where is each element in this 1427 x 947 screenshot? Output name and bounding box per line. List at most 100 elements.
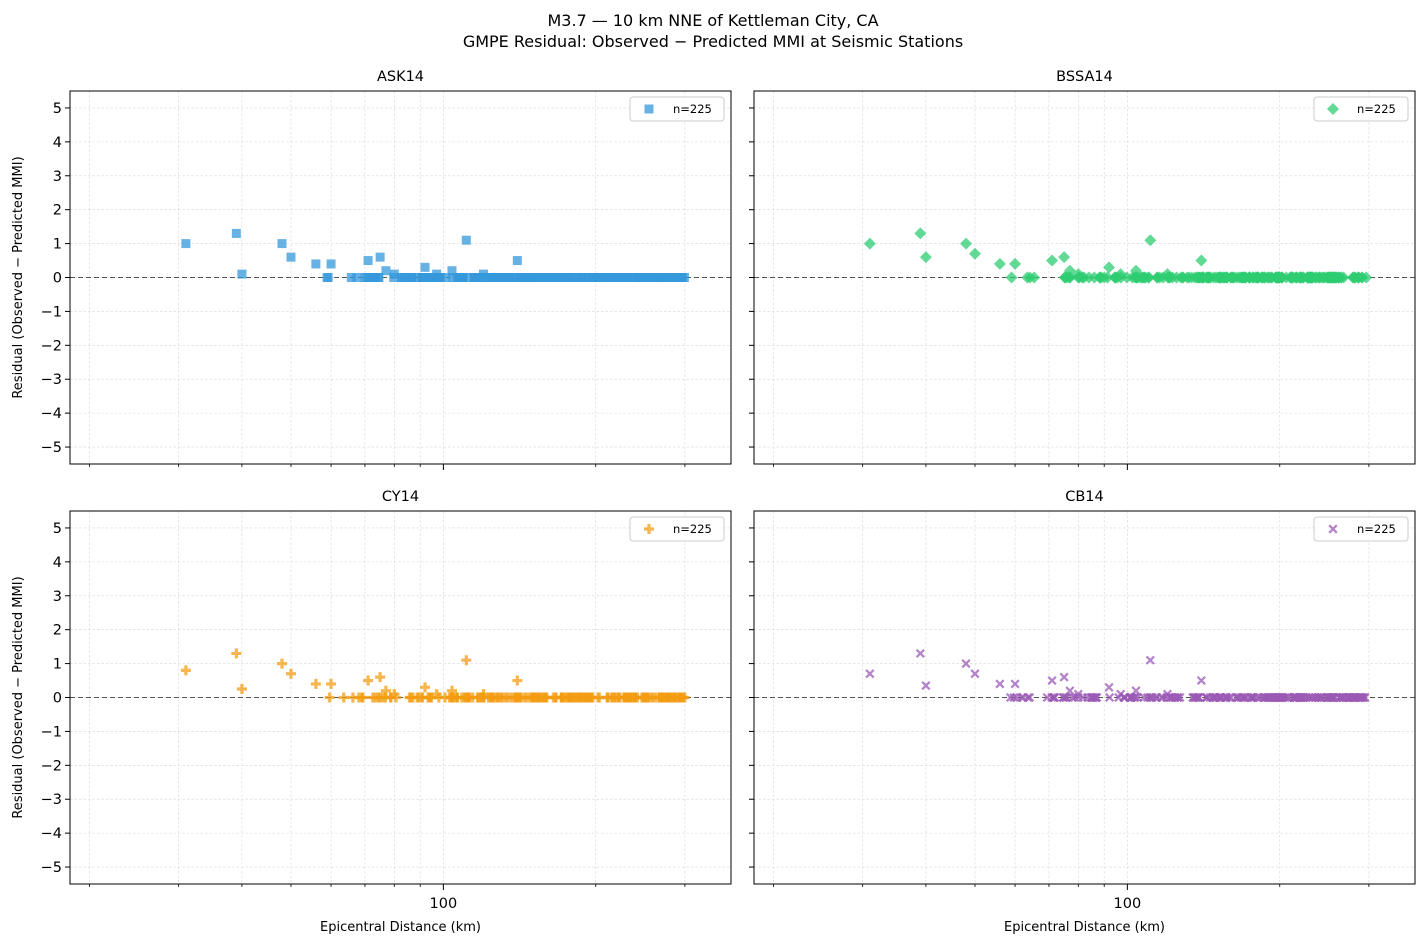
legend-label: n=225 — [673, 522, 712, 536]
data-point — [622, 273, 632, 282]
legend-label: n=225 — [1357, 522, 1396, 536]
data-point — [237, 269, 247, 279]
data-point — [921, 681, 931, 691]
data-point — [541, 692, 552, 703]
data-point — [1260, 692, 1270, 703]
data-point — [1095, 271, 1108, 284]
data-point — [326, 259, 336, 269]
figure-title-line1: M3.7 — 10 km NNE of Kettleman City, CA — [547, 11, 878, 30]
data-point — [1224, 692, 1234, 703]
data-point — [180, 665, 191, 676]
data-point — [1209, 271, 1222, 284]
y-tick-label: −4 — [41, 826, 62, 842]
y-tick-label: −2 — [41, 338, 62, 354]
y-tick-label: 4 — [53, 135, 62, 151]
y-axis-label: Residual (Observed − Predicted MMI) — [11, 576, 26, 818]
data-point — [1325, 271, 1338, 284]
data-point — [1344, 692, 1354, 703]
data-point — [495, 692, 506, 703]
y-tick-label: 1 — [53, 657, 62, 673]
data-point — [569, 692, 580, 703]
y-tick-label: 4 — [53, 555, 62, 571]
data-point — [375, 252, 385, 262]
y-tick-label: −5 — [41, 860, 62, 876]
data-point — [1239, 271, 1252, 284]
data-point — [464, 692, 475, 703]
data-point — [1233, 692, 1243, 703]
panel-title: CB14 — [1065, 489, 1104, 505]
y-tick-label: −1 — [41, 304, 62, 320]
y-tick-label: 5 — [53, 521, 62, 537]
data-point — [326, 678, 337, 689]
data-points — [865, 648, 1370, 703]
data-point — [1306, 271, 1319, 284]
data-point — [591, 273, 601, 282]
data-point — [1104, 692, 1115, 703]
data-point — [375, 672, 386, 683]
data-point — [1072, 268, 1085, 281]
data-point — [512, 256, 522, 266]
data-point — [433, 692, 444, 703]
data-point — [352, 273, 362, 282]
data-point — [1023, 271, 1036, 284]
data-point — [1195, 254, 1208, 267]
data-point — [446, 685, 457, 696]
data-point — [420, 262, 430, 272]
data-point — [405, 692, 416, 703]
data-point — [1214, 692, 1224, 703]
y-tick-label: 2 — [53, 203, 62, 219]
data-point — [181, 239, 191, 249]
data-point — [478, 689, 489, 700]
data-point — [552, 273, 562, 282]
y-tick-label: −1 — [41, 724, 62, 740]
data-point — [1059, 692, 1069, 703]
data-point — [1329, 692, 1339, 703]
y-axis-label: Residual (Observed − Predicted MMI) — [11, 156, 26, 398]
data-point — [1047, 675, 1057, 686]
data-point — [463, 273, 473, 282]
y-tick-label: −2 — [41, 758, 62, 774]
legend-marker — [1328, 524, 1338, 534]
legend-box — [629, 96, 725, 122]
data-point — [1252, 692, 1263, 703]
data-point — [494, 273, 504, 282]
figure-title-line2: GMPE Residual: Observed − Predicted MMI … — [463, 32, 963, 51]
data-point — [647, 273, 657, 282]
x-axis-label: Epicentral Distance (km) — [320, 920, 481, 935]
data-point — [1101, 271, 1114, 284]
data-points — [181, 228, 689, 282]
data-point — [1065, 686, 1075, 696]
data-point — [1355, 692, 1365, 703]
data-point — [1175, 692, 1185, 703]
data-points — [180, 648, 690, 703]
data-point — [1139, 692, 1149, 703]
y-tick-label: 3 — [53, 589, 62, 605]
x-tick-label: 100 — [1114, 896, 1142, 912]
data-point — [961, 658, 971, 669]
data-point — [633, 273, 643, 282]
data-point — [407, 273, 417, 282]
data-point — [324, 692, 335, 703]
data-point — [367, 692, 378, 703]
data-point — [356, 692, 367, 703]
data-point — [1199, 271, 1212, 284]
data-point — [1298, 692, 1308, 703]
data-point — [476, 692, 487, 703]
data-point — [369, 273, 379, 282]
data-point — [1273, 271, 1286, 284]
data-point — [1202, 692, 1212, 703]
data-point — [1145, 655, 1155, 665]
data-point — [416, 692, 427, 703]
data-point — [1129, 264, 1142, 277]
data-point — [593, 692, 604, 703]
data-point — [863, 237, 876, 250]
data-point — [420, 682, 431, 693]
data-point — [1250, 271, 1263, 284]
data-point — [675, 273, 685, 282]
data-point — [1347, 271, 1360, 284]
data-point — [1025, 692, 1035, 703]
y-tick-label: −4 — [41, 406, 62, 422]
data-point — [1049, 692, 1059, 703]
data-point — [1151, 271, 1164, 284]
y-tick-label: 2 — [53, 623, 62, 639]
